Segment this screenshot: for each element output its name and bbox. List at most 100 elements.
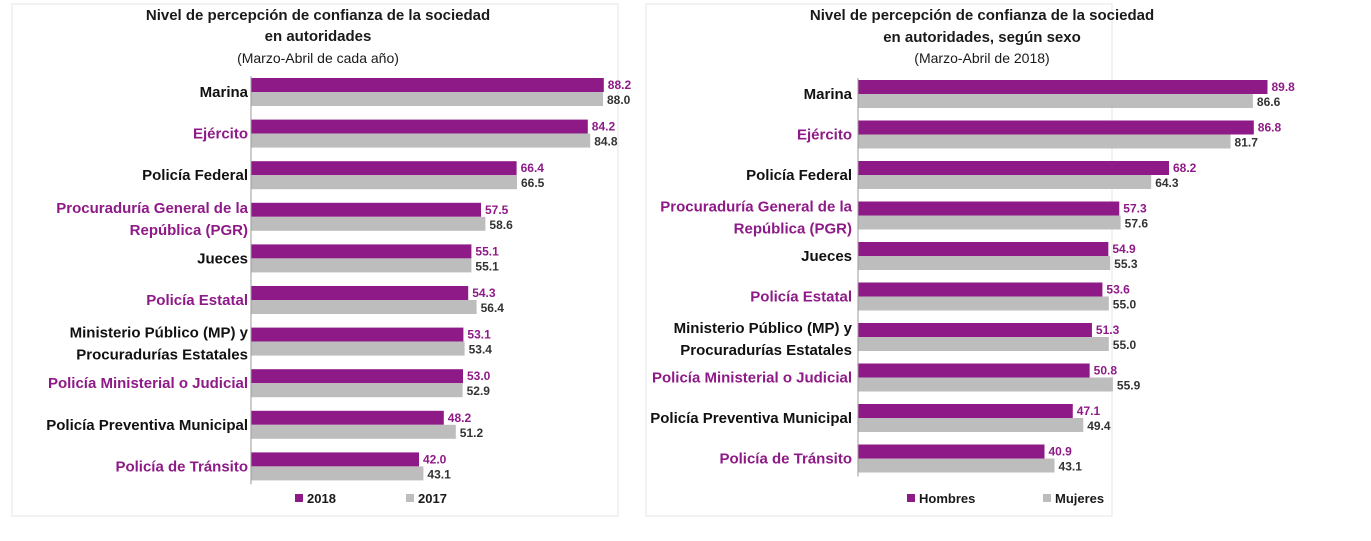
data-label: 68.2	[1173, 161, 1197, 175]
category-label: Policía Preventiva Municipal	[650, 410, 852, 427]
data-label: 64.3	[1155, 176, 1179, 190]
bar-2017	[251, 216, 486, 231]
legend-label: Mujeres	[1055, 491, 1104, 506]
data-label: 53.6	[1106, 283, 1130, 297]
bar-2017	[251, 92, 603, 106]
data-label: 42.0	[423, 452, 447, 466]
bar-2017	[251, 341, 465, 356]
category-label: Policía Federal	[142, 167, 248, 184]
legend-label: Hombres	[919, 491, 975, 506]
data-label: 54.3	[472, 286, 496, 300]
data-label: 51.2	[460, 426, 484, 440]
bar-2017	[251, 466, 424, 481]
legend-swatch	[1043, 494, 1051, 502]
bar-2018	[251, 286, 469, 300]
data-label: 51.3	[1096, 323, 1120, 337]
category-label: Procuraduría General de la	[56, 200, 248, 217]
category-label: Policía de Tránsito	[719, 451, 852, 468]
category-label: República (PGR)	[130, 222, 248, 239]
data-label: 50.8	[1094, 364, 1118, 378]
category-label: Ejército	[797, 127, 852, 144]
data-label: 55.0	[1113, 298, 1137, 312]
data-label: 88.2	[608, 78, 632, 92]
bar-Mujeres	[858, 175, 1152, 189]
category-label: Policía Ministerial o Judicial	[652, 370, 852, 387]
category-label: Policía Preventiva Municipal	[46, 417, 248, 434]
legend-swatch	[907, 494, 915, 502]
bar-Mujeres	[858, 458, 1055, 473]
category-label: Marina	[804, 86, 853, 103]
data-label: 55.1	[475, 259, 499, 273]
data-label: 53.1	[467, 328, 491, 342]
legend-swatch	[295, 494, 303, 502]
chart-title-line: Nivel de percepción de confianza de la s…	[810, 7, 1154, 24]
data-label: 86.6	[1257, 95, 1281, 109]
data-label: 48.2	[448, 411, 472, 425]
data-label: 53.0	[467, 369, 491, 383]
category-label: Policía de Tránsito	[115, 458, 248, 475]
bar-2018	[251, 410, 444, 425]
bar-2018	[251, 452, 419, 467]
bar-2017	[251, 383, 463, 398]
bar-2018	[251, 161, 517, 176]
bar-Hombres	[858, 363, 1090, 378]
chart-1: Nivel de percepción de confianza de la s…	[11, 3, 632, 517]
data-label: 89.8	[1271, 80, 1295, 94]
chart-2: Nivel de percepción de confianza de la s…	[645, 3, 1295, 517]
bar-Mujeres	[858, 296, 1109, 311]
data-label: 43.1	[427, 467, 451, 481]
bar-2017	[251, 258, 472, 273]
data-label: 58.6	[489, 218, 513, 232]
bar-2017	[251, 300, 477, 314]
chart-frame	[645, 3, 1113, 517]
data-label: 88.0	[607, 93, 631, 107]
category-label: Procuraduría General de la	[660, 199, 852, 216]
bar-Hombres	[858, 282, 1103, 297]
data-label: 56.4	[481, 301, 505, 315]
bar-2017	[251, 424, 456, 439]
data-label: 55.3	[1114, 257, 1138, 271]
category-label: Policía Estatal	[146, 292, 248, 309]
data-label: 43.1	[1059, 460, 1083, 474]
category-label: República (PGR)	[734, 221, 852, 238]
bar-Mujeres	[858, 215, 1121, 230]
bar-Mujeres	[858, 94, 1253, 108]
data-label: 57.3	[1123, 202, 1147, 216]
bar-2017	[251, 133, 591, 148]
category-label: Marina	[200, 84, 249, 101]
bar-Hombres	[858, 161, 1169, 175]
data-label: 53.4	[469, 343, 493, 357]
bar-Mujeres	[858, 418, 1084, 432]
data-label: 66.4	[521, 161, 545, 175]
bar-Hombres	[858, 201, 1120, 216]
category-label: Ministerio Público (MP) y	[674, 320, 853, 337]
bar-2017	[251, 175, 517, 190]
bar-2018	[251, 119, 588, 134]
category-label: Ejército	[193, 126, 248, 143]
bar-2018	[251, 202, 481, 217]
chart-title-line: Nivel de percepción de confianza de la s…	[146, 7, 490, 24]
category-label: Policía Ministerial o Judicial	[48, 375, 248, 392]
chart-subtitle: (Marzo-Abril de cada año)	[237, 50, 399, 66]
bar-Hombres	[858, 242, 1109, 256]
category-label: Procuradurías Estatales	[76, 347, 248, 364]
bar-2018	[251, 369, 463, 384]
category-label: Jueces	[197, 250, 248, 267]
data-label: 81.7	[1235, 136, 1259, 150]
category-label: Procuradurías Estatales	[680, 342, 852, 359]
bar-Hombres	[858, 323, 1092, 337]
legend-label: 2017	[418, 491, 447, 506]
chart-title-line: en autoridades, según sexo	[883, 29, 1081, 46]
data-label: 66.5	[521, 176, 545, 190]
category-label: Policía Estatal	[750, 289, 852, 306]
chart-title-line: en autoridades	[265, 28, 372, 45]
category-label: Policía Federal	[746, 167, 852, 184]
data-label: 86.8	[1258, 121, 1282, 135]
chart-frame	[11, 3, 619, 517]
legend-label: 2018	[307, 491, 336, 506]
data-label: 55.0	[1113, 338, 1137, 352]
data-label: 52.9	[467, 384, 491, 398]
bar-Hombres	[858, 404, 1073, 418]
